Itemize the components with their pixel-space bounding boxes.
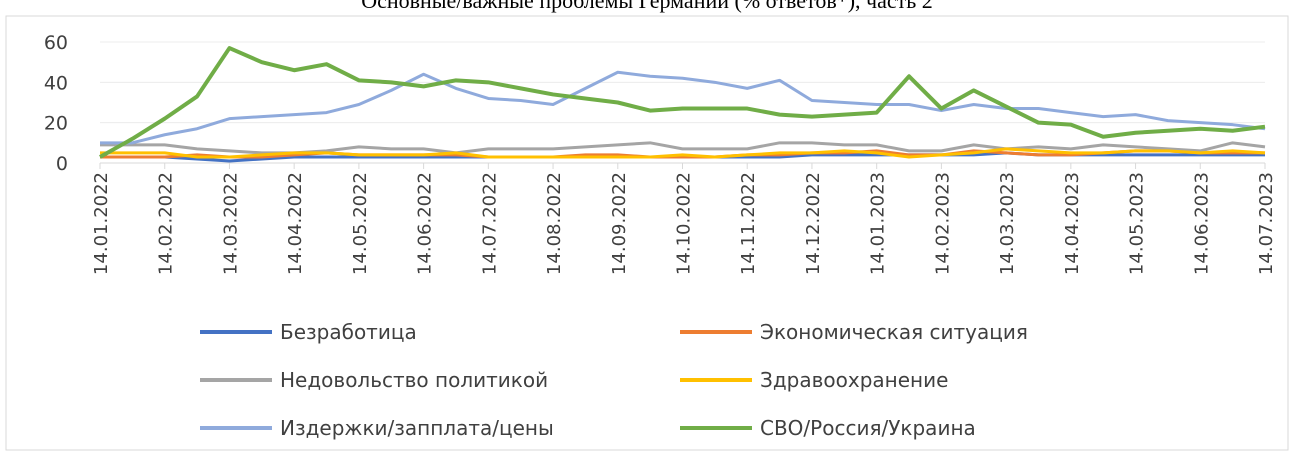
x-tick-label: 14.06.2023 — [1191, 172, 1212, 275]
x-tick-label: 14.02.2022 — [156, 172, 177, 275]
legend-label: Безработица — [280, 320, 417, 344]
x-tick-label: 14.09.2022 — [609, 172, 630, 275]
legend-label: Недовольство политикой — [280, 368, 548, 392]
x-tick-label: 14.05.2023 — [1127, 172, 1148, 275]
x-tick-label: 14.07.2023 — [1256, 172, 1277, 275]
x-tick-label: 14.10.2022 — [674, 172, 695, 275]
x-tick-label: 14.12.2022 — [803, 172, 824, 275]
y-tick-label: 0 — [56, 153, 68, 175]
x-tick-label: 14.02.2023 — [932, 172, 953, 275]
x-tick-label: 14.04.2023 — [1062, 172, 1083, 275]
y-tick-label: 40 — [44, 72, 68, 94]
legend-label: Здравоохранение — [760, 368, 948, 392]
x-tick-label: 14.01.2022 — [91, 172, 112, 275]
y-tick-label: 20 — [44, 113, 68, 135]
x-tick-label: 14.06.2022 — [415, 172, 436, 275]
x-tick-label: 14.05.2022 — [350, 172, 371, 275]
x-tick-label: 14.01.2023 — [868, 172, 889, 275]
x-tick-label: 14.08.2022 — [544, 172, 565, 275]
x-tick-label: 14.11.2022 — [738, 172, 759, 275]
y-tick-label: 60 — [44, 32, 68, 54]
chart-border — [5, 15, 1289, 451]
x-tick-label: 14.04.2022 — [285, 172, 306, 275]
x-tick-label: 14.03.2023 — [997, 172, 1018, 275]
series-line — [100, 70, 1266, 145]
x-tick-label: 14.07.2022 — [479, 172, 500, 275]
chart-title: Основные/важные проблемы Германии (% отв… — [361, 0, 933, 13]
series-line — [100, 147, 1266, 159]
series-line — [100, 149, 1265, 159]
legend-label: Экономическая ситуация — [760, 320, 1028, 344]
legend-label: Издержки/запплата/цены — [280, 416, 554, 440]
legend-label: СВО/Россия/Украина — [760, 416, 976, 440]
series-line — [99, 46, 1266, 159]
x-tick-label: 14.03.2022 — [220, 172, 241, 275]
series-line — [100, 141, 1266, 155]
